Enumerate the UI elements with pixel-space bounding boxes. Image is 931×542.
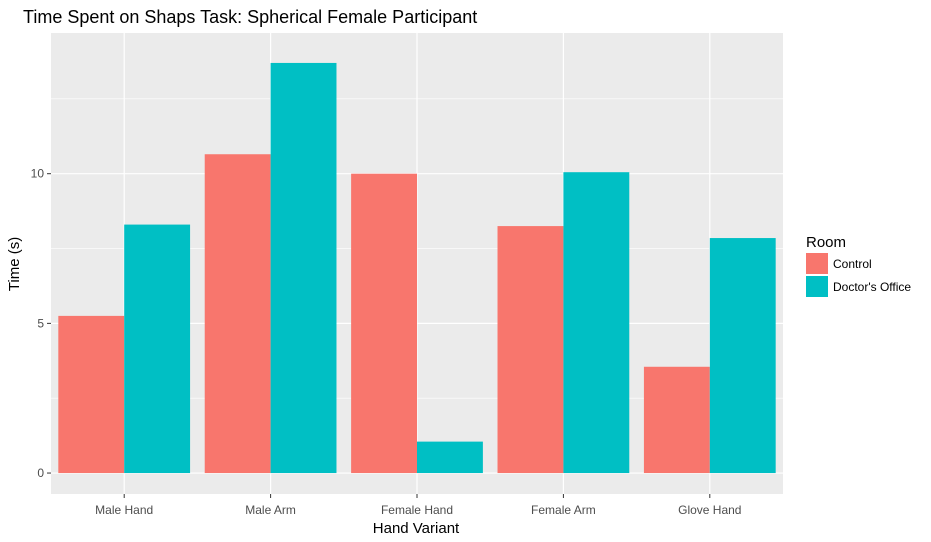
bar (709, 238, 776, 474)
y-axis: 0 5 10 (31, 167, 51, 480)
legend-key (806, 276, 828, 297)
legend-title: Room (806, 234, 846, 251)
legend: Room Control Doctor's Office (806, 234, 911, 297)
x-tick-label: Female Hand (381, 503, 453, 517)
y-tick-label: 10 (31, 167, 45, 181)
x-tick-label: Female Arm (531, 503, 596, 517)
bar (351, 173, 417, 474)
x-axis: Male Hand Male Arm Female Hand Female Arm Gl… (95, 494, 741, 517)
bar (204, 154, 271, 474)
bar (563, 172, 630, 474)
y-tick-label: 5 (37, 316, 44, 330)
bar (124, 224, 191, 474)
bar (643, 366, 710, 474)
bar (497, 226, 564, 474)
legend-label: Doctor's Office (833, 280, 911, 294)
legend-key (806, 253, 828, 274)
x-axis-title: Hand Variant (373, 520, 460, 537)
bar (58, 315, 125, 474)
x-tick-label: Male Arm (245, 503, 296, 517)
y-tick-label: 0 (37, 466, 44, 480)
bars (58, 62, 776, 474)
chart-title: Time Spent on Shaps Task: Spherical Fema… (23, 7, 477, 27)
bar (270, 62, 337, 474)
bar (417, 441, 483, 474)
x-tick-label: Glove Hand (678, 503, 741, 517)
x-tick-label: Male Hand (95, 503, 153, 517)
y-axis-title: Time (s) (6, 237, 23, 291)
legend-label: Control (833, 257, 872, 271)
